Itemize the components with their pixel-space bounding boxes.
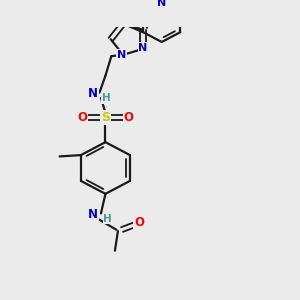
Text: N: N [138,43,148,52]
Text: N: N [88,88,98,100]
Text: H: H [102,93,111,103]
Text: S: S [101,111,110,124]
Text: N: N [117,50,126,60]
Text: O: O [77,111,87,124]
Text: N: N [88,208,98,221]
Text: H: H [103,214,112,224]
Text: N: N [157,0,167,8]
Text: O: O [124,111,134,124]
Text: O: O [134,217,144,230]
